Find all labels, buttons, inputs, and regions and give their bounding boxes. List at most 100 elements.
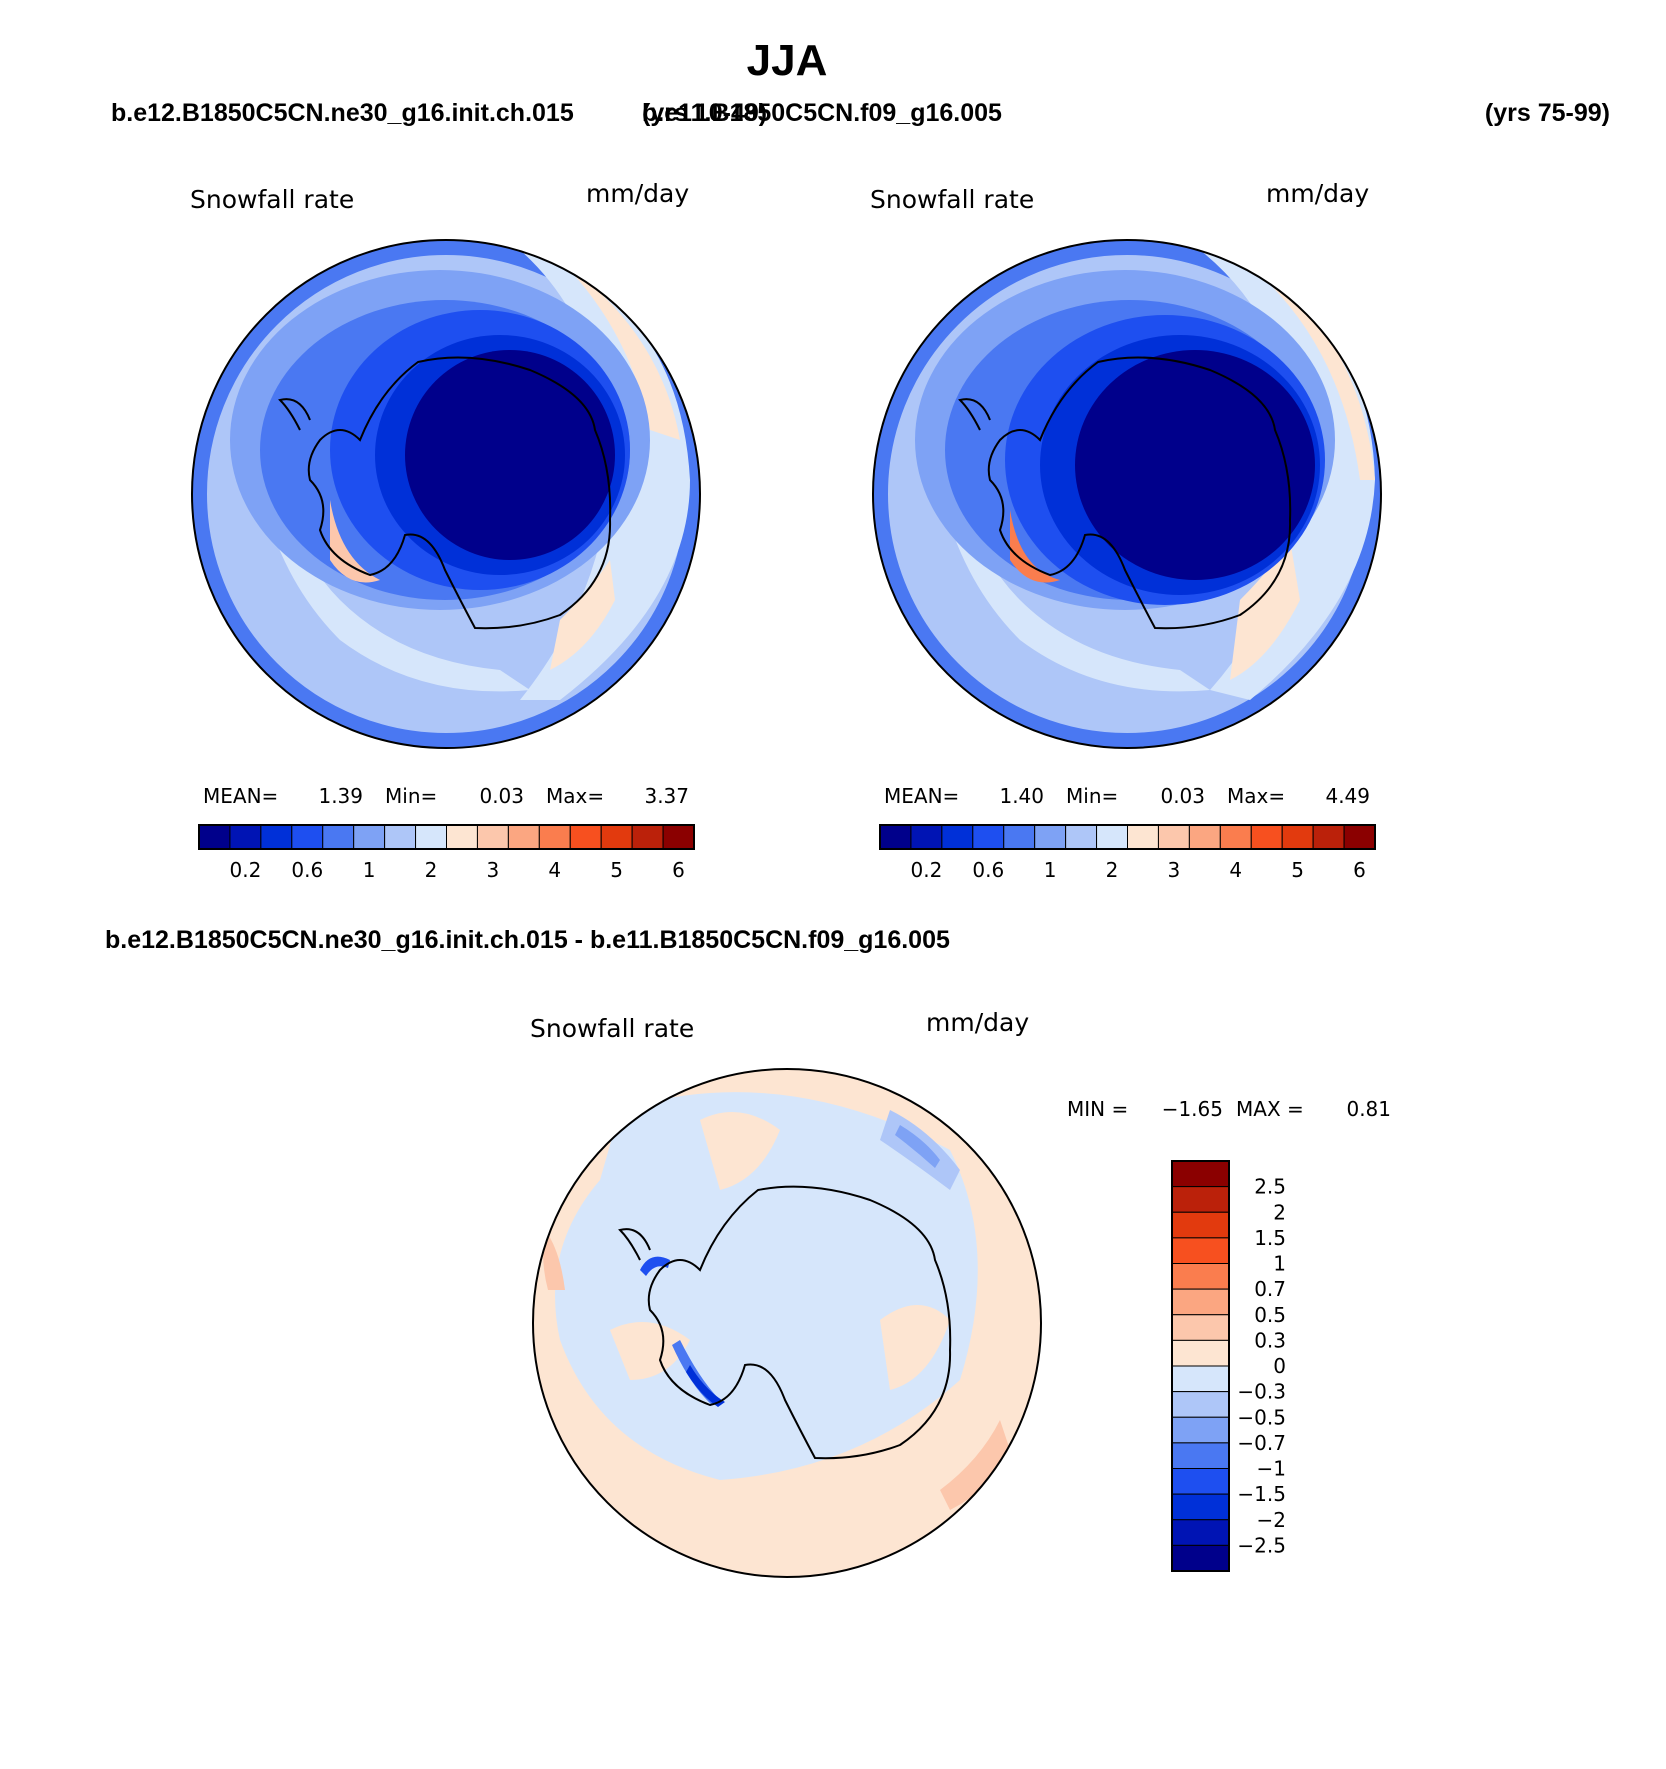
case1-min-value: 0.03 [479,784,524,808]
case2-colorbar-tick-label: 3 [1168,858,1181,882]
case2-colorbar-tick-label: 5 [1291,858,1304,882]
diff-colorbar-swatch [1171,1493,1230,1521]
diff-colorbar-swatch [1171,1160,1230,1188]
case1-colorbar-tick-label: 1 [363,858,376,882]
case1-colorbar-swatch [538,824,571,850]
diff-colorbar-swatch [1171,1468,1230,1495]
diff-panel: Snowfall rate mm/day MIN = −1.65 MAX = 0… [530,1008,1391,1578]
case2-colorbar-tick-label: 6 [1353,858,1366,882]
diff-colorbar-tick-label: −0.3 [1237,1380,1286,1404]
diff-colorbar-swatch [1171,1211,1230,1239]
diff-colorbar-frame [1171,1160,1230,1572]
diff-colorbar-swatch [1171,1263,1230,1290]
case1-colorbar-tick-label: 6 [672,858,685,882]
case2-colorbar-swatch [941,824,974,850]
case2-colorbar-tick-label: 1 [1044,858,1057,882]
case2-colorbar-swatch [1096,824,1128,850]
case1-colorbar-swatch [384,824,417,850]
case1-colorbar-swatch [291,824,324,850]
case2-colorbar-swatch [1003,824,1036,850]
diff-colorbar-tick-label: −0.5 [1237,1405,1286,1429]
case2-units-label: mm/day [1266,179,1369,208]
diff-min-value: −1.65 [1162,1097,1223,1121]
diff-field [533,1069,1041,1577]
diff-colorbar-tick-label: 0.3 [1254,1328,1286,1352]
diff-colorbar-tick-label: 2.5 [1254,1175,1286,1199]
case1-colorbar-swatch [260,824,293,850]
case1-colorbar-tick-label: 0.2 [230,858,262,882]
case1-min-label: Min= [385,784,437,808]
diff-colorbar-tick-label: 1.5 [1254,1226,1286,1250]
case1-colorbar-swatch [353,824,386,850]
case2-colorbar-swatch [910,824,943,850]
case2-colorbar-tick-label: 0.2 [911,858,943,882]
diff-title: b.e12.B1850C5CN.ne30_g16.init.ch.015 - b… [105,926,950,954]
case2-field [873,240,1381,748]
diff-max-label: MAX = [1236,1097,1304,1121]
case1-colorbar-swatch [600,824,633,850]
case1-stats: MEAN= 1.39 Min= 0.03 Max= 3.37 [203,784,689,808]
diff-colorbar-swatch [1171,1391,1230,1418]
case2-max-value: 4.49 [1325,784,1370,808]
case1-colorbar-swatch [322,824,355,850]
case1-colorbar-tick-label: 5 [610,858,623,882]
case1-colorbar-swatch [662,824,695,850]
case2-colorbar-tick-label: 4 [1229,858,1242,882]
case1-colorbar-swatch [631,824,664,850]
case2-max-label: Max= [1227,784,1285,808]
case2-colorbar-tick-label: 0.6 [972,858,1004,882]
case2-map-border [872,239,1382,749]
case1-mean-label: MEAN= [203,784,278,808]
case2-colorbar-swatch [879,824,912,850]
case2-colorbar-swatch [1343,824,1376,850]
diff-colorbar-swatch [1171,1442,1230,1469]
case2-colorbar-frame [879,824,1376,850]
case2-colorbar: 0.2 0.6 1 2 3 4 5 6 [879,824,1376,882]
case2-name: b.e11.B1850C5CN.f09_g16.005 [642,99,1002,127]
case2-colorbar-swatch [1250,824,1283,850]
diff-colorbar-swatch [1171,1314,1230,1341]
diff-colorbar: 2.521.510.70.50.30−0.3−0.5−0.7−1−1.5−2−2… [1171,1160,1286,1572]
diff-colorbar-tick-label: 2 [1273,1200,1286,1224]
case1-field [192,240,700,748]
case1-max-label: Max= [546,784,604,808]
case1-panel: Snowfall rate mm/day MEAN= 1.39 Min= 0.0… [190,179,701,882]
case2-colorbar-swatch [972,824,1005,850]
case1-colorbar-swatch [476,824,509,850]
case1-colorbar: 0.2 0.6 1 2 3 4 5 6 [198,824,695,882]
case2-years: (yrs 75-99) [1485,99,1610,127]
case2-colorbar-swatch [1034,824,1067,850]
case2-mean-value: 1.40 [999,784,1044,808]
diff-colorbar-tick-label: −2.5 [1237,1533,1286,1557]
case1-name: b.e12.B1850C5CN.ne30_g16.init.ch.015 [111,99,574,127]
case1-colorbar-swatch [569,824,602,850]
diff-map-border [532,1068,1042,1578]
diff-colorbar-swatch [1171,1365,1230,1393]
case2-colorbar-swatch [1281,824,1314,850]
case1-mean-value: 1.39 [318,784,363,808]
diff-colorbar-swatch [1171,1519,1230,1546]
case2-variable-label: Snowfall rate [870,185,1034,214]
case1-colorbar-swatch [507,824,540,850]
case1-colorbar-tick-label: 2 [425,858,438,882]
case2-colorbar-swatch [1188,824,1221,850]
diff-colorbar-swatch [1171,1544,1230,1572]
case2-colorbar-swatch [1312,824,1345,850]
diff-colorbar-tick-label: 0.5 [1254,1303,1286,1327]
case1-colorbar-swatch [415,824,447,850]
case1-map-border [191,239,701,749]
diff-min-label: MIN = [1067,1097,1128,1121]
case2-min-value: 0.03 [1160,784,1205,808]
case2-colorbar-swatch [1157,824,1190,850]
diff-colorbar-tick-label: 0.7 [1254,1277,1286,1301]
diff-colorbar-tick-label: −2 [1257,1508,1286,1532]
diff-colorbar-tick-label: 1 [1273,1252,1286,1276]
case2-panel: Snowfall rate mm/day MEAN= 1.40 Min= 0.0… [870,179,1382,882]
figure-title: JJA [747,36,828,85]
case1-colorbar-tick-label: 0.6 [291,858,323,882]
diff-colorbar-tick-label: −1.5 [1237,1482,1286,1506]
case2-colorbar-swatch [1127,824,1159,850]
case2-colorbar-tick-label: 2 [1106,858,1119,882]
diff-stats: MIN = −1.65 MAX = 0.81 [1067,1097,1391,1121]
case1-colorbar-frame [198,824,695,850]
